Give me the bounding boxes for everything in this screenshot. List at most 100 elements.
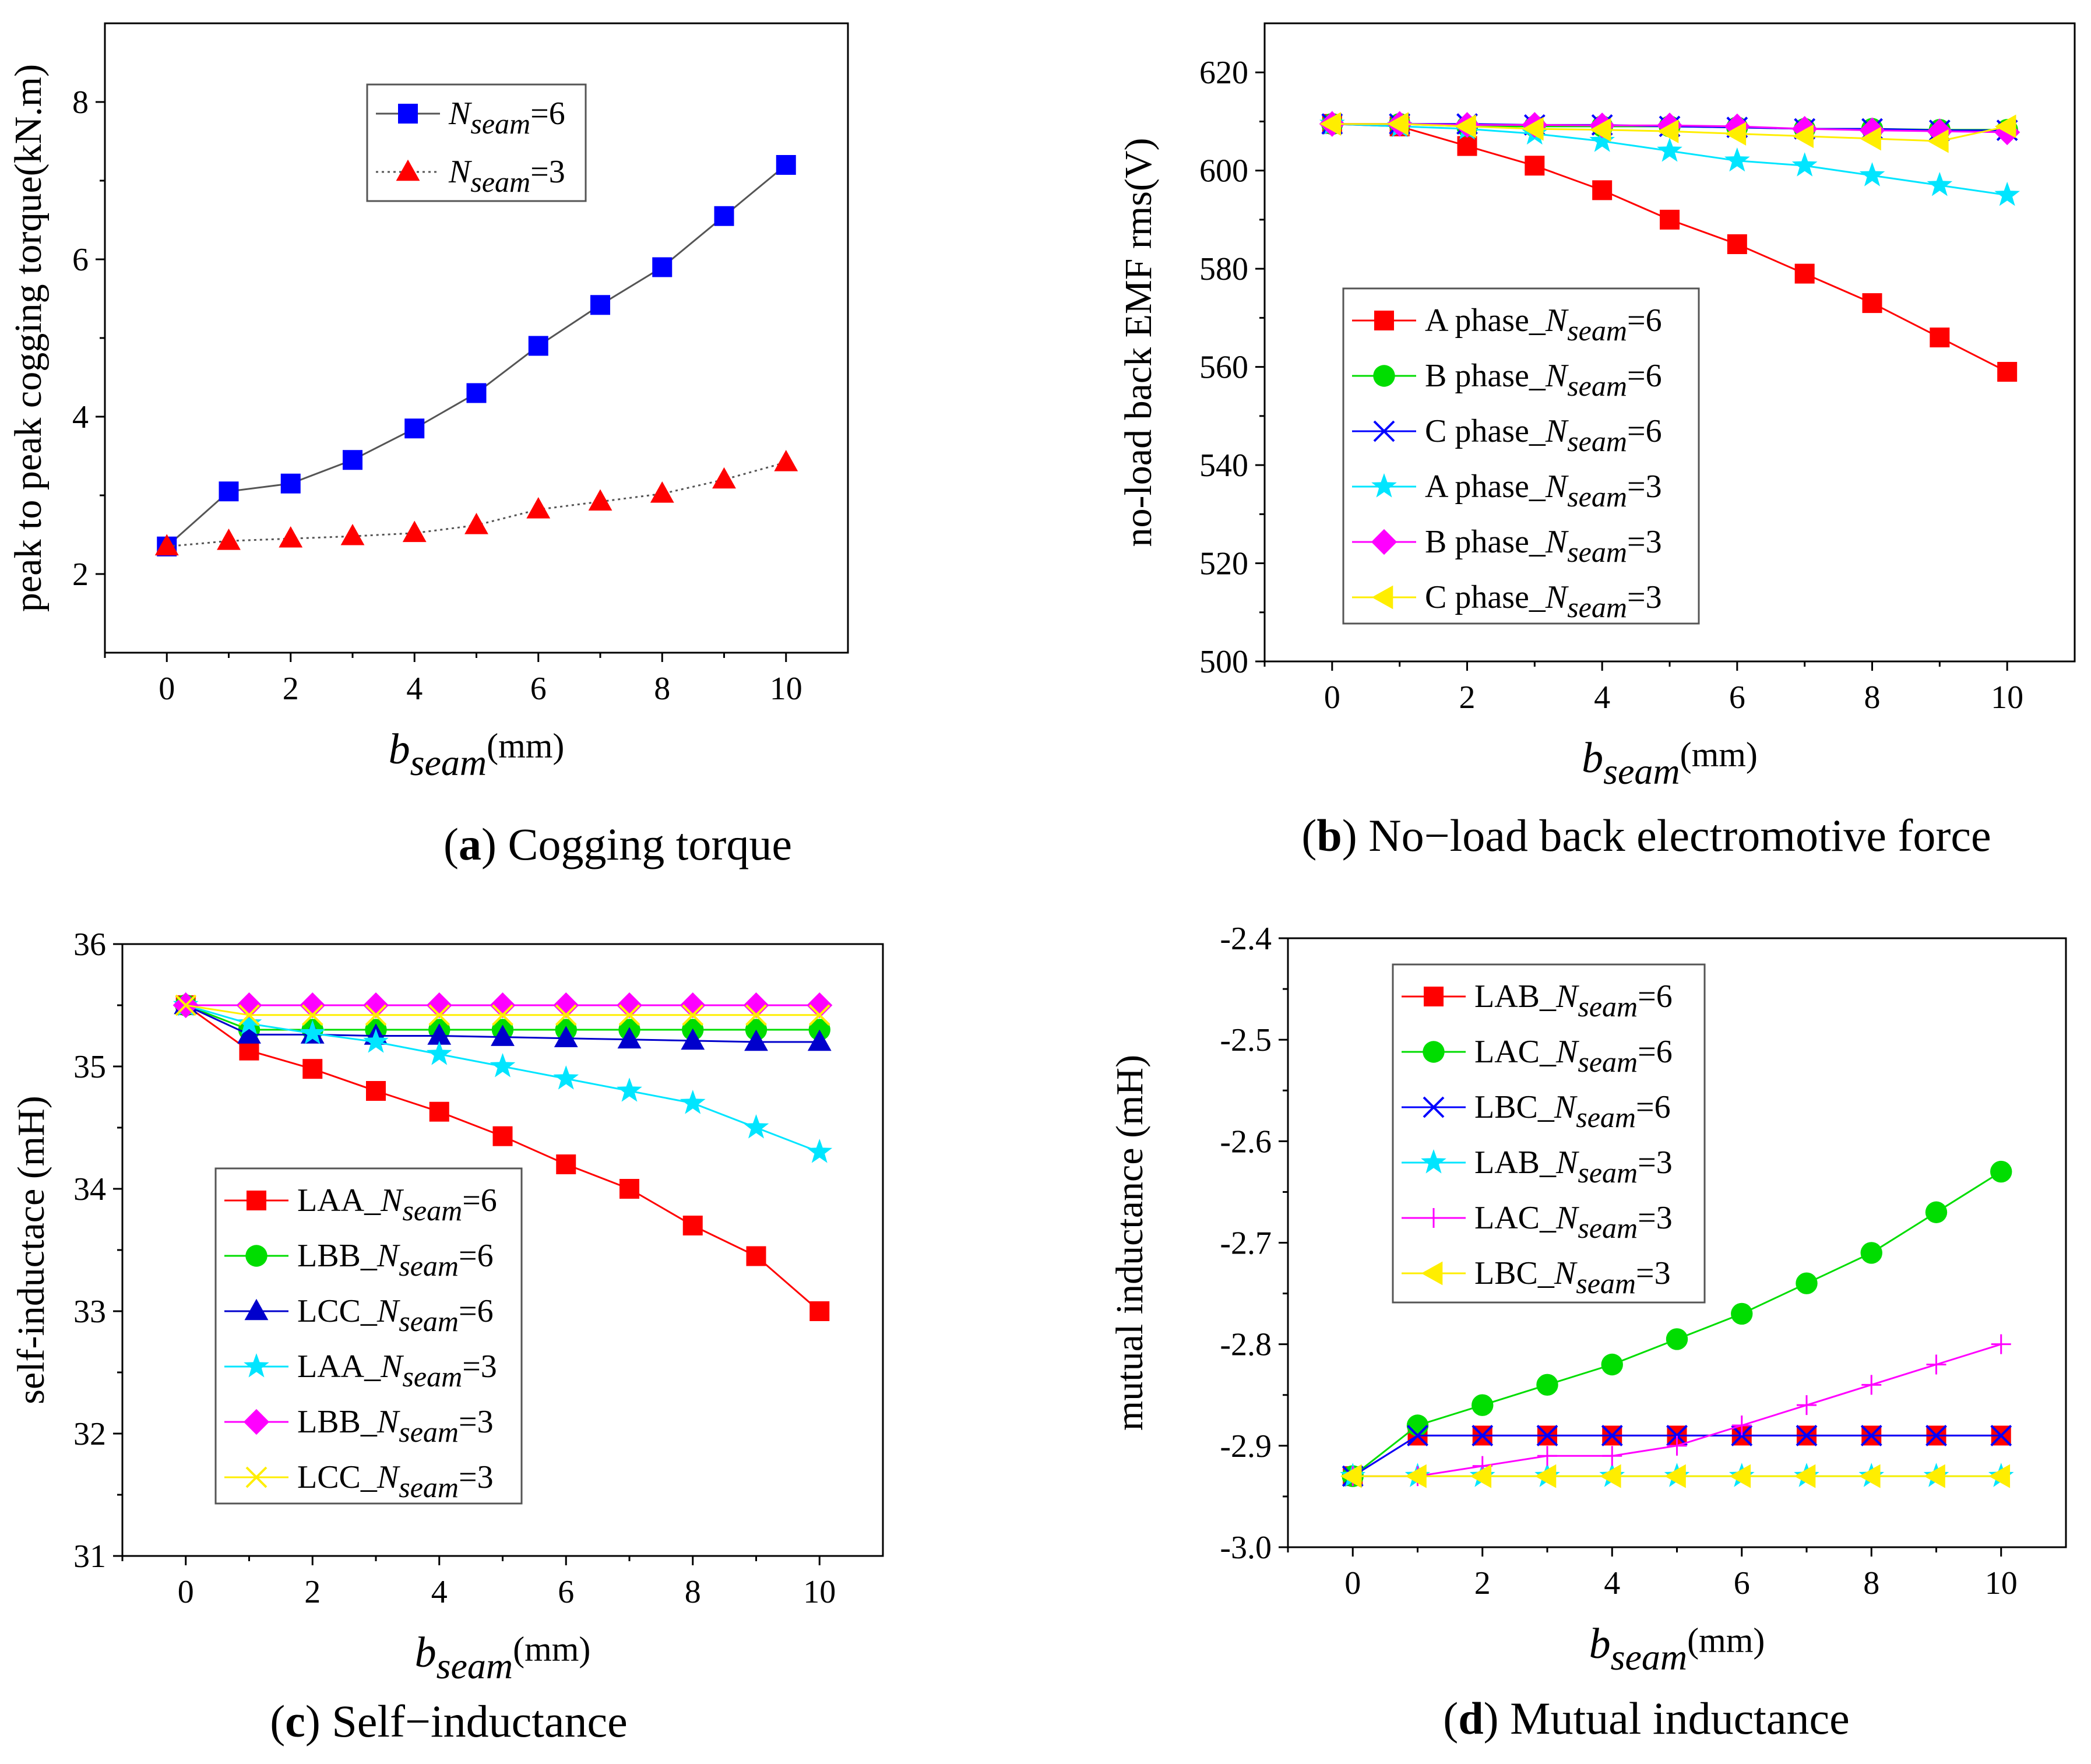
data-point: [1990, 1425, 2012, 1446]
series-line: [166, 164, 787, 547]
x-tick-label: 6: [1729, 679, 1745, 716]
y-tick-label: 620: [1199, 55, 1248, 91]
data-point: [807, 1139, 833, 1163]
legend-label: LBC_Nseam=6: [1474, 1089, 1671, 1133]
y-tick-label: 500: [1199, 644, 1248, 680]
data-point: [1860, 1425, 1882, 1446]
legend-label: A phase_Nseam=6: [1425, 302, 1662, 347]
data-point: [1796, 1272, 1818, 1294]
data-point: [680, 1090, 706, 1114]
legend-marker: [1421, 1149, 1446, 1174]
data-point: [1525, 156, 1545, 176]
y-tick-label: 6: [72, 242, 89, 278]
y-axis-label: mutual inductance (mH): [1108, 1055, 1151, 1431]
chart-c: 0 2 4 6 8 10 31 32 33 34 35 36 bseam(mm) self-inducta…: [10, 927, 884, 1747]
data-point: [1657, 138, 1682, 162]
x-axis-label: bseam(mm): [389, 726, 565, 783]
data-point: [238, 1004, 260, 1026]
data-point: [1664, 1464, 1686, 1488]
x-tick-label: 2: [304, 1574, 321, 1610]
x-tick-label: 10: [1985, 1565, 2018, 1601]
x-tick-label: 6: [1734, 1565, 1750, 1601]
data-point: [365, 1004, 387, 1026]
y-tick-label: 2: [72, 557, 89, 593]
data-point: [340, 523, 365, 545]
data-point: [1988, 1464, 2011, 1488]
data-point: [1601, 1353, 1623, 1376]
series-LAA_N_seam=6: [175, 995, 830, 1321]
data-point: [1340, 1464, 1362, 1488]
data-point: [1724, 122, 1747, 146]
legend-marker: [1424, 987, 1444, 1006]
data-point: [745, 1004, 767, 1026]
y-tick-label: 540: [1199, 448, 1248, 484]
x-tick-label: 10: [1991, 679, 2023, 716]
data-point: [175, 994, 197, 1016]
data-point: [1536, 1425, 1558, 1446]
data-point: [1925, 1201, 1948, 1223]
data-point: [490, 992, 516, 1019]
data-point: [682, 1004, 704, 1026]
data-point: [154, 534, 179, 556]
data-point: [1666, 1425, 1688, 1446]
x-tick-label: 0: [178, 1574, 194, 1610]
data-point: [429, 1101, 449, 1122]
x-tick-label: 4: [431, 1574, 448, 1610]
legend-c: LAA_Nseam=6 LBB_Nseam=6 LCC_Nseam=6 LAA_Nse…: [214, 1167, 523, 1505]
legend-label: LAC_Nseam=6: [1474, 1034, 1673, 1078]
y-tick-label: -2.8: [1220, 1327, 1272, 1363]
legend-label: LCC_Nseam=6: [297, 1293, 494, 1337]
data-point: [1729, 1464, 1751, 1488]
y-axis-label: self-inductace (mH): [10, 1096, 52, 1404]
legend-label: LAB_Nseam=3: [1474, 1145, 1673, 1189]
legend-marker: [1374, 311, 1394, 330]
data-point: [1472, 1394, 1494, 1416]
data-point: [1406, 1414, 1429, 1436]
y-tick-label: 36: [73, 927, 106, 963]
data-point: [1660, 209, 1680, 230]
x-tick-label: 2: [1459, 679, 1476, 716]
data-point: [1860, 1242, 1882, 1264]
y-tick-label: 32: [73, 1416, 106, 1452]
legend-marker: [1371, 473, 1397, 498]
data-point: [1791, 152, 1818, 177]
x-axis-label: bseam(mm): [415, 1629, 591, 1686]
legend-marker: [398, 104, 418, 124]
data-point: [466, 383, 487, 403]
y-tick-label: -2.9: [1220, 1428, 1272, 1464]
data-point: [1657, 119, 1679, 143]
data-point: [1930, 328, 1950, 348]
data-point: [1724, 147, 1750, 172]
y-tick-label: 4: [72, 399, 89, 435]
legend-marker: [247, 1191, 266, 1210]
legend-marker: [1373, 420, 1395, 442]
y-tick-label: 580: [1199, 251, 1248, 287]
data-point: [1534, 1464, 1557, 1488]
y-tick-label: 600: [1199, 153, 1248, 189]
data-point: [743, 1114, 769, 1139]
x-tick-label: 8: [685, 1574, 701, 1610]
data-point: [280, 473, 301, 494]
series-N_seam=6: [157, 155, 796, 557]
x-tick-label: 8: [1864, 679, 1881, 716]
data-point: [464, 513, 488, 534]
data-point: [402, 520, 427, 543]
data-point: [1455, 114, 1476, 139]
data-point: [427, 1023, 452, 1045]
x-tick-label: 2: [1474, 1565, 1491, 1601]
data-point: [217, 529, 241, 550]
legend-label: Nseam=6: [448, 96, 565, 140]
data-point: [1991, 1334, 2011, 1354]
data-point: [1472, 1425, 1494, 1446]
data-point: [1792, 124, 1814, 149]
legend-box: [1392, 963, 1706, 1304]
data-point: [1731, 1416, 1752, 1435]
data-point: [652, 257, 673, 277]
data-point: [279, 526, 303, 548]
data-point: [1589, 128, 1615, 152]
caption-b: (b) No−load back electromotive force: [1301, 810, 1991, 861]
data-point: [1457, 136, 1477, 156]
series-LBC_N_seam=3: [1340, 1464, 2011, 1488]
data-point: [1990, 1160, 2012, 1183]
legend-marker: [1423, 1041, 1445, 1063]
